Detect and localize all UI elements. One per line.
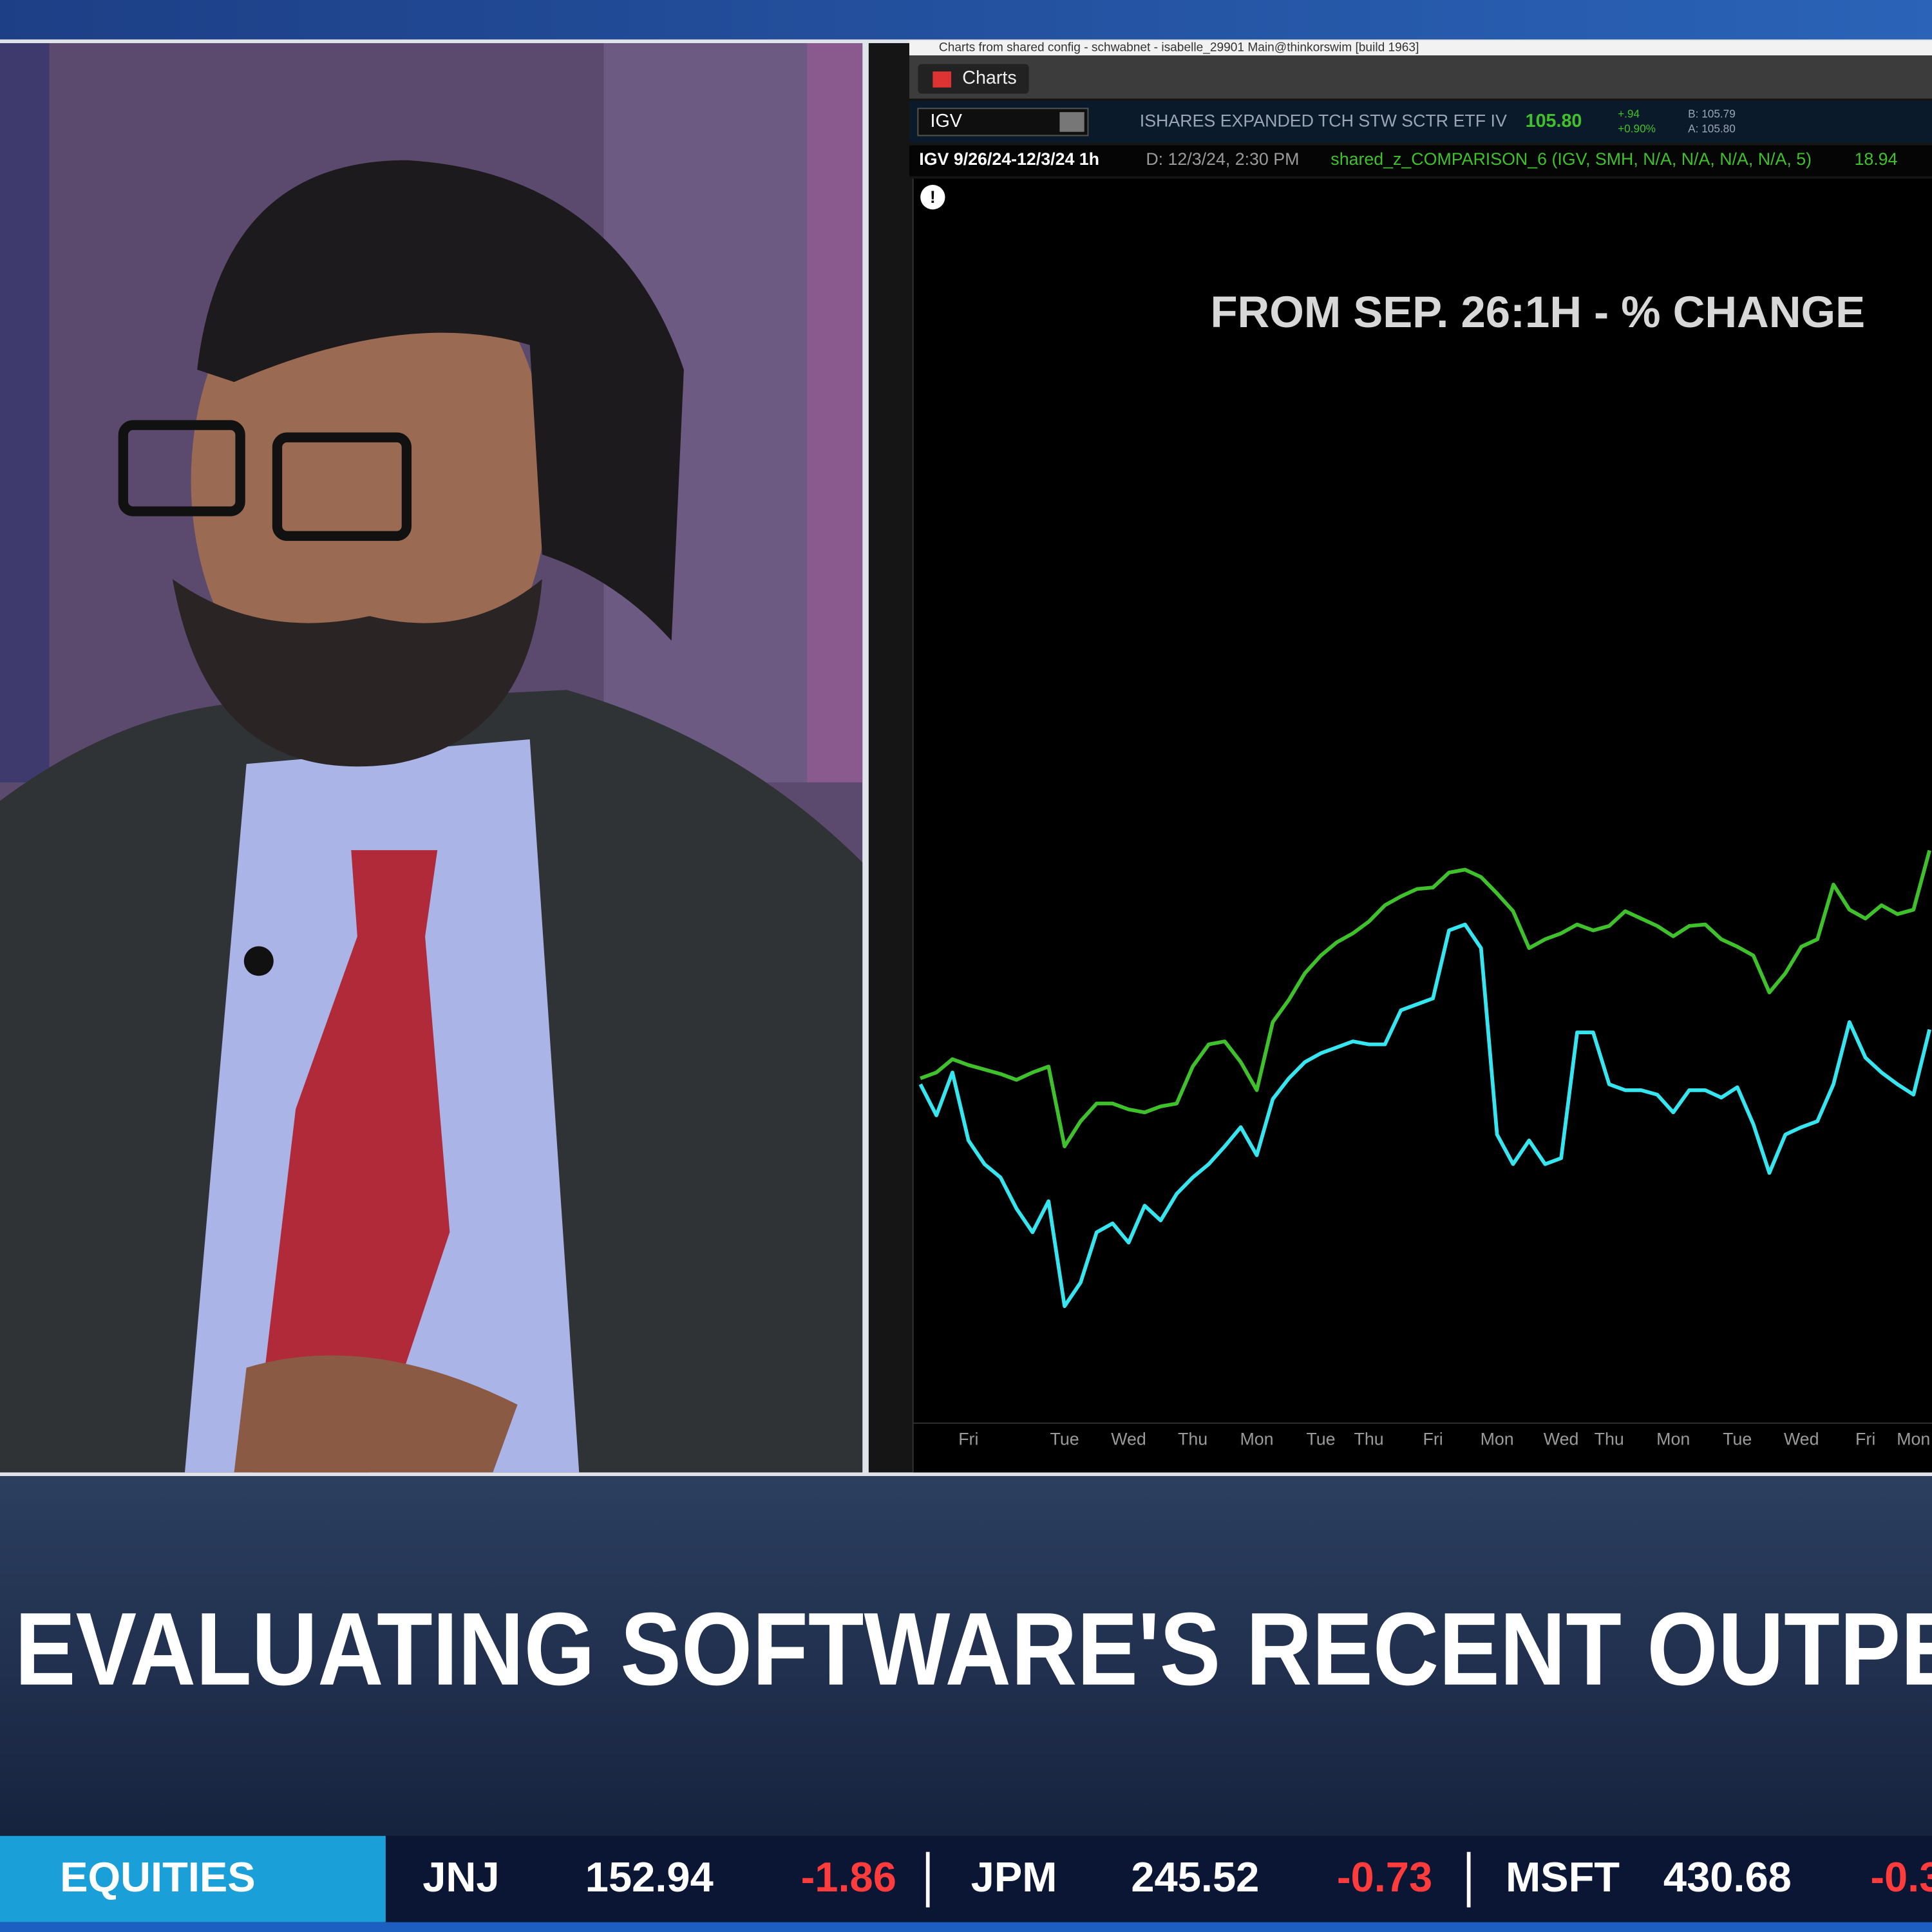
ticker-change: -0.73 (1337, 1853, 1432, 1900)
x-tick-label: Mon (1481, 1430, 1514, 1449)
last-price: 105.80 (1526, 111, 1582, 131)
x-tick-label: Wed (1111, 1430, 1146, 1449)
ticker-items: JNJ 152.94 -1.86 JPM 245.52 -0.73 MSFT 430.68 -0… (422, 1852, 1932, 1908)
microphone (243, 946, 274, 976)
alert-glyph: ! (930, 187, 936, 207)
change-pct: +0.90% (1618, 122, 1656, 135)
top-bar (0, 0, 1932, 40)
symbol: IGV (931, 111, 963, 131)
ticker-price: 152.94 (585, 1853, 714, 1900)
x-tick-label: Thu (1595, 1430, 1624, 1449)
window-title: Charts from shared config - schwabnet - … (939, 41, 1419, 55)
x-tick-label: Wed (1784, 1430, 1819, 1449)
x-tick-label: Tue (1050, 1430, 1079, 1449)
alert-icon[interactable] (920, 184, 945, 210)
study-value: 18.94 (1854, 149, 1897, 169)
ticker-change: -1.86 (801, 1853, 896, 1900)
x-tick-label: Thu (1354, 1430, 1384, 1449)
description: ISHARES EXPANDED TCH STW SCTR ETF IV (1140, 111, 1507, 130)
cursor-date: D: 12/3/24, 2:30 PM (1146, 149, 1299, 169)
x-tick-label: Fri (958, 1430, 978, 1449)
change: +.94 (1618, 107, 1640, 120)
ticker-price: 430.68 (1663, 1853, 1792, 1900)
glasses-right (272, 432, 412, 541)
study-name: shared_z_COMPARISON_6 (IGV, SMH, N/A, N/… (1331, 149, 1812, 169)
headline-banner (0, 1476, 1932, 1836)
ticker-change: -0.3 (1870, 1853, 1932, 1900)
ticker-price: 245.52 (1131, 1853, 1259, 1900)
headline: EVALUATING SOFTWARE'S RECENT OUTPE (15, 1592, 1932, 1707)
tab-label[interactable]: Charts (962, 68, 1017, 88)
bottom-strip (0, 1922, 1932, 1932)
brick-wall (807, 43, 863, 782)
chart-annotation: FROM SEP. 26:1H - % CHANGE (1210, 287, 1865, 337)
hands (234, 1355, 518, 1473)
plot-area (913, 178, 1932, 1473)
ask: A: 105.80 (1688, 122, 1736, 135)
chart-range: IGV 9/26/24-12/3/24 1h (919, 149, 1099, 169)
bid: B: 105.79 (1688, 107, 1736, 120)
toolbar (909, 55, 1932, 99)
hair (197, 160, 684, 641)
ticker-symbol: JNJ (422, 1853, 499, 1900)
plot: Fri Tue Wed Thu Mon Tue Thu Fri Mon Wed Thu Mon Tue W… (918, 849, 1931, 1449)
window-titlebar (909, 41, 1932, 56)
x-tick-label: Wed (1544, 1430, 1579, 1449)
x-tick-label: Thu (1178, 1430, 1208, 1449)
ticker-symbol: JPM (971, 1853, 1057, 1900)
ticker-symbol: MSFT (1506, 1853, 1620, 1900)
ticker-label: EQUITIES (60, 1853, 256, 1900)
glasses-left (118, 420, 245, 516)
ticker-label-box (0, 1835, 386, 1922)
x-tick-label: Tue (1306, 1430, 1335, 1449)
x-tick-label: Mon (1897, 1430, 1930, 1449)
dropdown[interactable] (1059, 112, 1084, 132)
series-line (918, 922, 1931, 1309)
series-line (920, 849, 1931, 1148)
x-tick-label: Fri (1855, 1430, 1875, 1449)
beard (172, 579, 542, 767)
x-tick-label: Mon (1240, 1430, 1273, 1449)
video-panel (0, 43, 863, 1473)
side-panel (0, 43, 50, 782)
tab-icon (933, 71, 952, 88)
tie (252, 850, 450, 1473)
x-tick-label: Mon (1656, 1430, 1690, 1449)
x-tick-label: Fri (1423, 1430, 1443, 1449)
x-tick-label: Tue (1723, 1430, 1752, 1449)
study-bar (909, 145, 1932, 176)
